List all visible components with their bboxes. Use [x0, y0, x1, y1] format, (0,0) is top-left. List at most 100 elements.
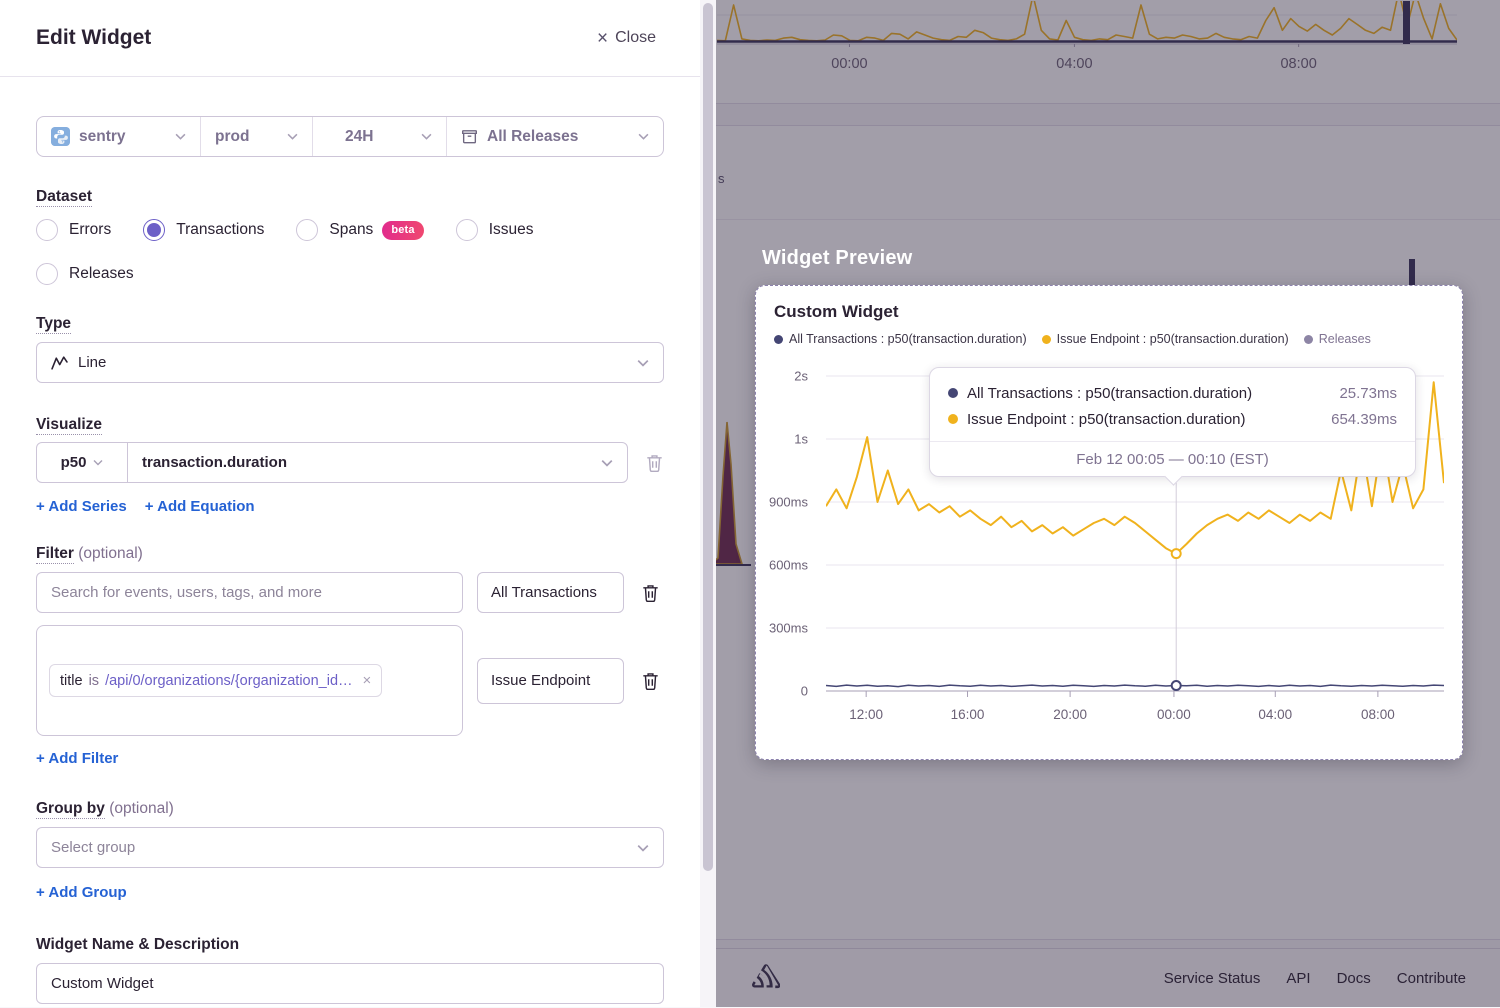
- chevron-down-icon: [421, 133, 432, 140]
- delete-filter-trash-icon[interactable]: [640, 584, 660, 602]
- modal-title: Edit Widget: [36, 26, 152, 49]
- releases-value: All Releases: [487, 127, 579, 145]
- close-icon: ×: [596, 27, 609, 49]
- chart-legend: All Transactions : p50(transaction.durat…: [774, 332, 1371, 346]
- radio-circle: [296, 219, 319, 241]
- filter-row-1: All Transactions: [36, 572, 664, 613]
- tooltip-series-dot: [948, 414, 958, 424]
- group-by-select[interactable]: Select group: [36, 827, 664, 868]
- y-axis-tick-label: 0: [800, 683, 808, 699]
- tooltip-date-range: Feb 12 00:05 — 00:10 (EST): [930, 441, 1415, 476]
- project-selector[interactable]: sentry: [37, 117, 201, 156]
- visualize-row: p50 transaction.duration: [36, 442, 664, 483]
- footer-link-contribute[interactable]: Contribute: [1396, 970, 1466, 987]
- dataset-options-row-1: Errors Transactions Spans beta Issues: [36, 219, 664, 241]
- filter-legend-alias-input[interactable]: All Transactions: [477, 572, 624, 613]
- field-select[interactable]: transaction.duration: [128, 443, 627, 482]
- chart-type-value: Line: [78, 354, 107, 371]
- radio-errors[interactable]: Errors: [36, 219, 111, 241]
- modal-scrollbar-thumb[interactable]: [703, 3, 713, 871]
- footer-link-service-status[interactable]: Service Status: [1163, 970, 1261, 987]
- aggregate-select[interactable]: p50: [37, 443, 128, 482]
- filter-section-label: Filter (optional): [36, 545, 143, 564]
- filter-condition-box[interactable]: title is /api/0/organizations/{organizat…: [36, 625, 463, 736]
- radio-circle: [36, 263, 58, 285]
- dataset-options-row-2: Releases: [36, 263, 664, 285]
- x-axis-tick-label: 16:00: [950, 707, 985, 722]
- filter-legend-alias-input-2[interactable]: Issue Endpoint: [477, 657, 624, 704]
- y-axis-tick-label: 2s: [794, 368, 808, 384]
- visualize-section-label: Visualize: [36, 416, 103, 435]
- add-filter-link[interactable]: + Add Filter: [36, 750, 119, 767]
- releases-box-icon: [462, 130, 477, 144]
- chevron-down-icon: [93, 459, 103, 466]
- widget-name-input[interactable]: [36, 963, 664, 1004]
- footer-link-api[interactable]: API: [1286, 970, 1311, 987]
- chart-y-axis-labels: 0 300ms 600ms 900ms 1s 2s: [756, 368, 814, 703]
- radio-circle-selected: [143, 219, 166, 241]
- x-axis-tick-label: 20:00: [1053, 707, 1088, 722]
- x-axis-tick-label: 04:00: [1056, 56, 1093, 72]
- dataset-section-label: Dataset: [36, 188, 92, 207]
- add-series-link[interactable]: + Add Series: [36, 498, 127, 515]
- y-axis-tick-label: 900ms: [768, 494, 808, 510]
- time-period-value: 24H: [345, 127, 374, 145]
- visualize-actions: + Add Series + Add Equation: [36, 498, 664, 515]
- edit-widget-modal: Edit Widget × Close sentry prod 24H: [0, 0, 700, 1007]
- releases-selector[interactable]: All Releases: [447, 117, 663, 156]
- chevron-down-icon: [601, 459, 613, 467]
- environment-selector[interactable]: prod: [201, 117, 313, 156]
- tooltip-row: All Transactions : p50(transaction.durat…: [930, 380, 1415, 406]
- sentry-logo-icon[interactable]: [752, 964, 780, 990]
- background-spike-chart: [711, 421, 744, 565]
- tooltip-series-dot: [948, 388, 958, 398]
- group-by-actions: + Add Group: [36, 884, 664, 901]
- filter-actions: + Add Filter: [36, 750, 664, 767]
- page-footer: Service Status API Docs Contribute: [716, 948, 1500, 1007]
- legend-item-all-transactions[interactable]: All Transactions : p50(transaction.durat…: [774, 332, 1027, 346]
- legend-item-issue-endpoint[interactable]: Issue Endpoint : p50(transaction.duratio…: [1041, 332, 1289, 346]
- x-axis-tick-label: 08:00: [1360, 707, 1395, 722]
- tooltip-value: 654.39ms: [1331, 410, 1397, 428]
- beta-badge: beta: [382, 220, 424, 240]
- type-section-label: Type: [36, 315, 72, 334]
- background-gridline: [687, 219, 1500, 220]
- modal-scrollbar-track[interactable]: [700, 0, 716, 1007]
- radio-issues[interactable]: Issues: [455, 219, 534, 241]
- add-group-link[interactable]: + Add Group: [36, 884, 127, 901]
- time-period-selector[interactable]: 24H: [313, 117, 447, 156]
- x-axis-tick-label: 12:00: [849, 707, 884, 722]
- legend-item-releases[interactable]: Releases: [1303, 332, 1371, 346]
- delete-filter-trash-icon[interactable]: [640, 672, 660, 690]
- filter-token[interactable]: title is /api/0/organizations/{organizat…: [49, 664, 383, 697]
- radio-transactions[interactable]: Transactions: [143, 219, 264, 241]
- tooltip-value: 25.73ms: [1339, 384, 1397, 402]
- background-chart-baseline: [711, 564, 751, 566]
- footer-link-docs[interactable]: Docs: [1336, 970, 1371, 987]
- chart-x-axis-labels: 12:00 16:00 20:00 00:00 04:00 08:00: [826, 707, 1444, 727]
- release-marker-bar: [1403, 1, 1410, 44]
- environment-name: prod: [215, 127, 250, 145]
- remove-token-icon[interactable]: ×: [362, 672, 372, 689]
- y-axis-tick-label: 600ms: [768, 557, 808, 573]
- radio-spans[interactable]: Spans beta: [296, 219, 424, 241]
- python-platform-icon: [51, 127, 70, 146]
- add-equation-link[interactable]: + Add Equation: [144, 498, 255, 515]
- scope-filter-bar: sentry prod 24H All Releases: [36, 116, 664, 157]
- chart-type-select[interactable]: Line: [36, 342, 664, 383]
- background-chart-x-axis: 00:00 04:00 08:00: [717, 56, 1457, 76]
- token-operator: is: [88, 672, 100, 689]
- footer-links: Service Status API Docs Contribute: [1164, 949, 1466, 1008]
- background-widget-card-top: 00:00 04:00 08:00: [686, 0, 1500, 104]
- background-partial-text: s: [718, 171, 725, 186]
- close-button[interactable]: × Close: [596, 27, 656, 49]
- radio-circle: [36, 219, 58, 241]
- x-axis-tick-label: 04:00: [1258, 707, 1293, 722]
- delete-series-trash-icon[interactable]: [644, 454, 664, 472]
- group-by-section-label: Group by (optional): [36, 800, 174, 819]
- legend-dot: [1303, 334, 1313, 344]
- search-input[interactable]: [36, 572, 463, 613]
- radio-releases[interactable]: Releases: [36, 263, 134, 285]
- chevron-down-icon: [637, 359, 649, 367]
- preview-widget-title: Custom Widget: [774, 302, 899, 321]
